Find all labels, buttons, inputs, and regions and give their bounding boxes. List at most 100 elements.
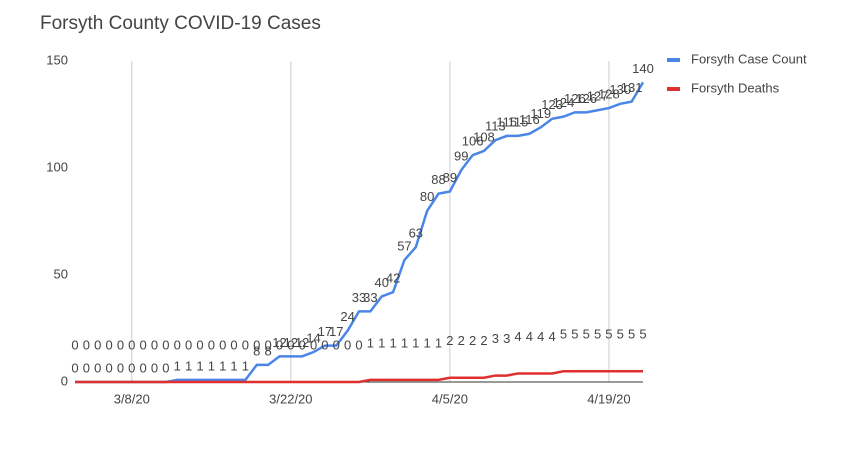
data-label: 14 bbox=[306, 330, 320, 345]
data-label: 5 bbox=[560, 327, 567, 342]
data-label: 116 bbox=[519, 112, 540, 127]
data-label: 0 bbox=[128, 360, 135, 375]
data-label: 1 bbox=[174, 358, 181, 373]
data-label: 0 bbox=[299, 337, 306, 352]
data-label: 108 bbox=[473, 129, 495, 144]
data-label: 130 bbox=[609, 82, 631, 97]
data-label: 0 bbox=[83, 360, 90, 375]
data-label: 106 bbox=[462, 134, 484, 149]
data-label: 12 bbox=[284, 335, 298, 350]
data-label: 57 bbox=[397, 238, 411, 253]
data-label: 0 bbox=[151, 360, 158, 375]
data-label: 1 bbox=[242, 358, 249, 373]
data-label: 1 bbox=[208, 358, 215, 373]
data-label: 0 bbox=[208, 337, 215, 352]
x-tick-label: 3/8/20 bbox=[114, 391, 150, 406]
data-label: 4 bbox=[537, 329, 544, 344]
data-label: 123 bbox=[541, 97, 563, 112]
data-label: 1 bbox=[401, 335, 408, 350]
data-label: 63 bbox=[409, 226, 423, 241]
data-label: 0 bbox=[128, 337, 135, 352]
data-label: 5 bbox=[571, 327, 578, 342]
data-label: 4 bbox=[549, 329, 556, 344]
data-label: 88 bbox=[431, 172, 445, 187]
data-label: 0 bbox=[287, 337, 294, 352]
data-label: 4 bbox=[526, 329, 533, 344]
data-label: 126 bbox=[575, 91, 597, 106]
y-tick-label: 150 bbox=[46, 52, 68, 67]
data-label: 8 bbox=[265, 343, 272, 358]
data-label: 115 bbox=[496, 114, 517, 129]
x-tick-label: 4/5/20 bbox=[432, 391, 468, 406]
data-label: 24 bbox=[340, 309, 354, 324]
x-tick-label: 3/22/20 bbox=[269, 391, 312, 406]
data-label: 1 bbox=[230, 358, 237, 373]
data-label: 0 bbox=[162, 360, 169, 375]
data-label: 0 bbox=[230, 337, 237, 352]
data-label: 33 bbox=[363, 290, 377, 305]
data-label: 1 bbox=[378, 335, 385, 350]
data-label: 1 bbox=[389, 335, 396, 350]
data-label: 1 bbox=[412, 335, 419, 350]
data-label: 17 bbox=[329, 324, 343, 339]
data-label: 40 bbox=[374, 275, 388, 290]
data-label: 2 bbox=[480, 333, 487, 348]
data-label: 0 bbox=[140, 337, 147, 352]
data-label: 33 bbox=[352, 290, 366, 305]
data-label: 5 bbox=[639, 327, 646, 342]
data-label: 5 bbox=[594, 327, 601, 342]
data-label: 4 bbox=[514, 329, 521, 344]
data-label: 2 bbox=[458, 333, 465, 348]
data-label: 99 bbox=[454, 149, 468, 164]
data-label: 0 bbox=[355, 337, 362, 352]
data-label: 5 bbox=[617, 327, 624, 342]
data-label: 0 bbox=[253, 337, 260, 352]
data-label: 0 bbox=[140, 360, 147, 375]
data-label: 0 bbox=[94, 360, 101, 375]
data-label: 1 bbox=[219, 358, 226, 373]
data-label: 80 bbox=[420, 189, 434, 204]
data-label: 0 bbox=[219, 337, 226, 352]
data-label: 89 bbox=[443, 170, 457, 185]
data-label: 131 bbox=[621, 80, 643, 95]
data-label: 5 bbox=[628, 327, 635, 342]
data-label: 0 bbox=[333, 337, 340, 352]
data-label: 0 bbox=[310, 337, 317, 352]
data-label: 124 bbox=[553, 95, 575, 110]
data-label: 0 bbox=[117, 360, 124, 375]
data-label: 5 bbox=[583, 327, 590, 342]
data-label: 2 bbox=[469, 333, 476, 348]
data-label: 0 bbox=[162, 337, 169, 352]
data-label: 2 bbox=[446, 333, 453, 348]
data-label: 42 bbox=[386, 271, 400, 286]
y-tick-label: 50 bbox=[54, 266, 68, 281]
data-line bbox=[75, 370, 643, 384]
data-label: 126 bbox=[564, 91, 586, 106]
data-label: 128 bbox=[598, 87, 620, 102]
data-label: 0 bbox=[321, 337, 328, 352]
data-label: 115 bbox=[508, 114, 529, 129]
data-label: 1 bbox=[367, 335, 374, 350]
data-label: 3 bbox=[503, 331, 510, 346]
data-label: 0 bbox=[105, 360, 112, 375]
data-label: 3 bbox=[492, 331, 499, 346]
data-label: 0 bbox=[94, 337, 101, 352]
data-label: 0 bbox=[105, 337, 112, 352]
chart-title: Forsyth County COVID-19 Cases bbox=[40, 13, 321, 34]
data-label: 0 bbox=[117, 337, 124, 352]
data-label: 1 bbox=[435, 335, 442, 350]
data-label: 113 bbox=[485, 119, 506, 134]
legend-label: Forsyth Deaths bbox=[691, 80, 780, 95]
data-label: 140 bbox=[632, 61, 654, 76]
data-label: 0 bbox=[151, 337, 158, 352]
data-label: 0 bbox=[83, 337, 90, 352]
data-label: 5 bbox=[605, 327, 612, 342]
data-label: 0 bbox=[196, 337, 203, 352]
y-tick-label: 100 bbox=[46, 159, 68, 174]
data-label: 8 bbox=[253, 343, 260, 358]
y-tick-label: 0 bbox=[61, 373, 68, 388]
data-label: 0 bbox=[185, 337, 192, 352]
data-label: 0 bbox=[344, 337, 351, 352]
data-label: 127 bbox=[587, 89, 609, 104]
data-label: 0 bbox=[174, 337, 181, 352]
